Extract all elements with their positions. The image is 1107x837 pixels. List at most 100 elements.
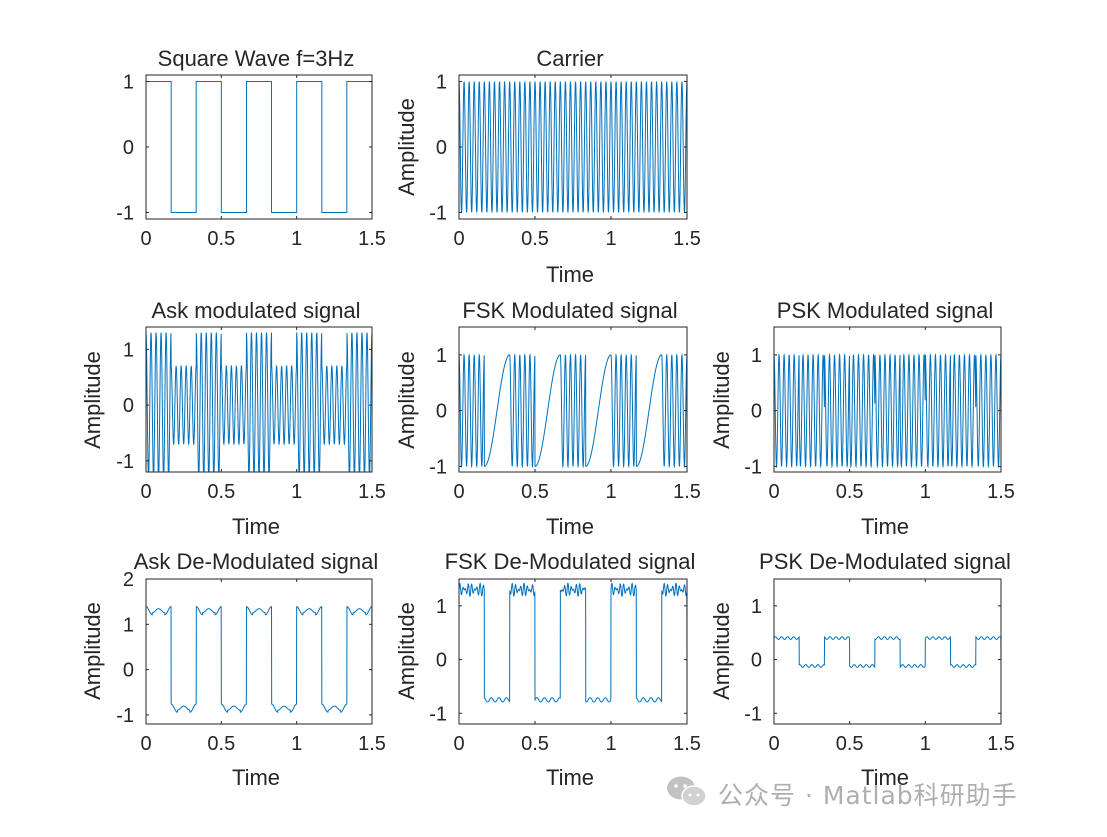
subplot-title: FSK Modulated signal: [462, 298, 677, 323]
subplot-square: Square Wave f=3Hz 0 0.5 1 1.5 -1 0 1: [116, 46, 386, 250]
x-tick-label: 1: [920, 733, 931, 755]
x-tick-label: 0: [140, 733, 151, 755]
y-ticks: -1 0 1: [744, 345, 1001, 478]
y-ticks: -1 0 1: [116, 72, 372, 224]
y-ticks: -1 0 1: [429, 72, 687, 224]
y-tick-label: 0: [751, 401, 762, 423]
watermark: 公众号 · Matlab科研助手: [666, 772, 1018, 816]
x-tick-label: 0.5: [836, 733, 864, 755]
carrier-line: [458, 81, 688, 213]
x-ticks: 0 0.5 1 1.5: [140, 75, 386, 250]
series-line: [458, 81, 688, 213]
axes-box: [773, 578, 1002, 725]
x-tick-label: 0: [453, 733, 464, 755]
y-ticks: -1 0 1 2: [116, 569, 372, 727]
y-tick-label: 1: [123, 614, 134, 636]
series-line: [146, 81, 372, 213]
series-line: [145, 605, 373, 713]
x-ticks: 0 0.5 1 1.5: [453, 579, 701, 755]
y-tick-label: 0: [436, 137, 447, 159]
x-tick-label: 0.5: [521, 733, 549, 755]
y-axis-label: Amplitude: [394, 351, 419, 449]
axes-box: [773, 326, 1002, 473]
x-tick-label: 1: [605, 228, 616, 250]
x-tick-label: 1.5: [987, 733, 1015, 755]
y-tick-label: -1: [744, 703, 762, 725]
subplot-title: PSK De-Modulated signal: [759, 549, 1011, 574]
x-tick-label: 1.5: [358, 228, 386, 250]
y-axis-label: Amplitude: [709, 351, 734, 449]
subplot-fsk: FSK Modulated signal 0 0.5 1 1.5 -101 Time …: [394, 298, 701, 539]
axes-box: [145, 578, 373, 725]
x-axis-label: Time: [232, 514, 280, 539]
x-tick-label: 0.5: [521, 481, 549, 503]
x-tick-label: 1.5: [987, 481, 1015, 503]
y-tick-label: 1: [123, 339, 134, 361]
axes-box: [458, 578, 688, 725]
x-tick-label: 1: [605, 733, 616, 755]
y-axis-label: Amplitude: [80, 602, 105, 700]
x-tick-label: 1.5: [673, 481, 701, 503]
y-axis-label: Amplitude: [709, 602, 734, 700]
y-tick-label: 1: [751, 596, 762, 618]
psk-demod-line: [773, 635, 1002, 669]
x-axis-label: Time: [232, 765, 280, 790]
subplot-fsk-demod: FSK De-Modulated signal 0 0.5 1 1.5 -1 0 1 Ti…: [394, 549, 701, 790]
fsk-line: [458, 353, 688, 469]
series-line: [458, 353, 688, 469]
x-ticks: 0 0.5 1 1.5: [768, 327, 1015, 503]
x-ticks: 0 0.5 1 1.5: [453, 327, 701, 503]
square-wave-line: [146, 81, 372, 213]
subplot-title: PSK Modulated signal: [777, 298, 993, 323]
subplot-ask: Ask modulated signal 0 0.5 1 1.5 -101 Time …: [80, 298, 386, 539]
x-axis-label: Time: [546, 514, 594, 539]
x-ticks: 0 0.5 1 1.5: [768, 579, 1015, 755]
subplot-title: Square Wave f=3Hz: [158, 46, 355, 71]
x-tick-label: 1.5: [673, 733, 701, 755]
y-ticks: -1 0 1: [429, 596, 687, 725]
x-tick-label: 0: [453, 481, 464, 503]
subplot-title: Carrier: [536, 46, 603, 71]
series-line: [773, 353, 1002, 469]
y-tick-label: 0: [751, 650, 762, 672]
y-tick-label: -1: [116, 705, 134, 727]
y-tick-label: 0: [123, 660, 134, 682]
x-tick-label: 1: [291, 228, 302, 250]
y-tick-label: 0: [436, 401, 447, 423]
x-tick-label: 0.5: [521, 228, 549, 250]
axes-box: [458, 326, 688, 473]
psk-line: [773, 353, 1002, 469]
x-axis-label: Time: [546, 262, 594, 287]
x-tick-label: 0.5: [207, 481, 235, 503]
y-tick-label: 0: [123, 395, 134, 417]
x-tick-label: 0: [768, 733, 779, 755]
axes-box: [145, 326, 373, 473]
fsk-demod-line: [458, 582, 688, 703]
y-tick-label: 1: [436, 345, 447, 367]
x-tick-label: 0: [768, 481, 779, 503]
y-ticks: -1 0 1: [116, 339, 372, 473]
y-ticks: -1 0 1: [429, 345, 687, 478]
y-tick-label: 1: [123, 72, 134, 94]
y-tick-label: -1: [744, 456, 762, 478]
subplot-psk-demod: PSK De-Modulated signal 0 0.5 1 1.5 -1 0 1 Ti…: [709, 549, 1015, 790]
x-tick-label: 0: [140, 228, 151, 250]
x-tick-label: 0: [453, 228, 464, 250]
x-tick-label: 1: [291, 733, 302, 755]
axes-box: [145, 74, 373, 220]
y-tick-label: -1: [429, 202, 447, 224]
wechat-icon: [666, 774, 708, 815]
x-axis-label: Time: [861, 514, 909, 539]
y-tick-label: 2: [123, 569, 134, 591]
y-tick-label: 0: [123, 137, 134, 159]
watermark-text: 公众号 · Matlab科研助手: [718, 781, 1018, 810]
subplot-title: Ask De-Modulated signal: [134, 549, 379, 574]
y-tick-label: 1: [751, 345, 762, 367]
y-axis-label: Amplitude: [394, 98, 419, 196]
x-tick-label: 1.5: [673, 228, 701, 250]
y-tick-label: -1: [116, 451, 134, 473]
ask-line: [145, 332, 373, 473]
y-tick-label: -1: [429, 703, 447, 725]
subplot-title: Ask modulated signal: [151, 298, 360, 323]
